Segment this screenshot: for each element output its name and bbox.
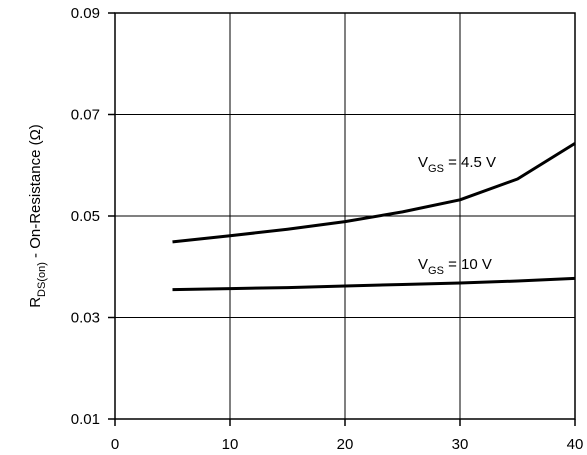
y-axis-title-sub: DS(on) bbox=[36, 262, 48, 297]
series-label-rest: = 10 V bbox=[444, 256, 492, 273]
series-label-0: VGS = 4.5 V bbox=[418, 154, 496, 175]
x-tick-label: 0 bbox=[111, 436, 119, 453]
y-tick-label: 0.07 bbox=[71, 107, 100, 124]
series-lines bbox=[172, 142, 576, 292]
series-label-1: VGS = 10 V bbox=[418, 256, 492, 277]
x-tick-label: 40 bbox=[567, 436, 584, 453]
y-tick-label: 0.05 bbox=[71, 208, 100, 225]
y-tick-label: 0.01 bbox=[71, 411, 100, 428]
x-tick-label: 10 bbox=[222, 436, 239, 453]
y-tick-label: 0.03 bbox=[71, 310, 100, 327]
y-axis-title-rest: - On-Resistance (Ω) bbox=[27, 124, 44, 262]
x-tick-label: 30 bbox=[452, 436, 469, 453]
series-label-main: V bbox=[418, 154, 428, 171]
axis-ticks: 0 10 20 30 40 0.01 0.03 0.05 0.07 0.09 bbox=[71, 5, 584, 453]
series-line-0 bbox=[172, 142, 576, 244]
series-line-1 bbox=[172, 276, 576, 292]
grid bbox=[115, 13, 575, 419]
series-label-main: V bbox=[418, 256, 428, 273]
y-tick-label: 0.09 bbox=[71, 5, 100, 22]
y-axis-title: RDS(on) - On-Resistance (Ω) bbox=[27, 124, 48, 308]
series-label-sub: GS bbox=[428, 265, 444, 277]
series-label-sub: GS bbox=[428, 163, 444, 175]
y-axis-title-main: R bbox=[27, 297, 44, 308]
series-label-rest: = 4.5 V bbox=[444, 154, 496, 171]
x-tick-label: 20 bbox=[337, 436, 354, 453]
